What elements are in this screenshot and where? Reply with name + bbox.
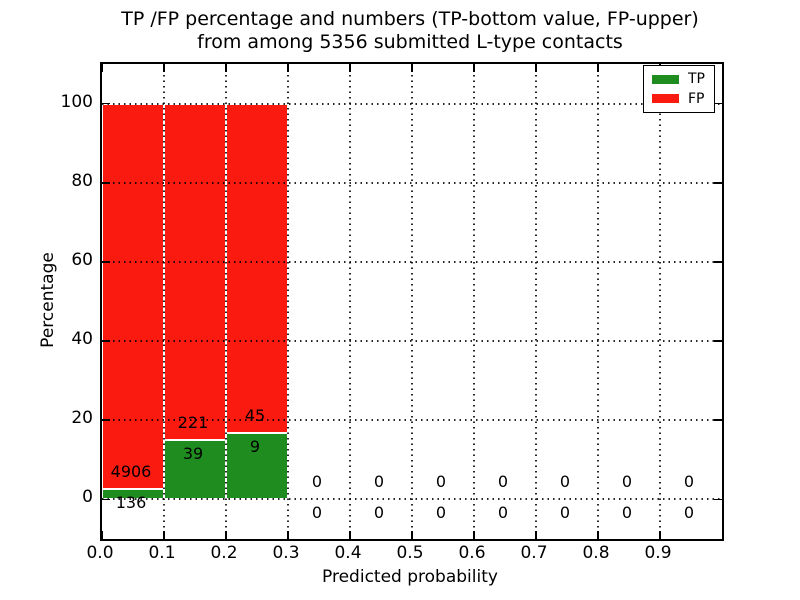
legend-label-tp: TP: [688, 71, 705, 88]
y-tick-mark: [102, 340, 110, 342]
fp-color-swatch: [652, 94, 679, 104]
x-tick-mark: [287, 531, 289, 539]
x-tick-mark: [349, 531, 351, 539]
y-tick-mark: [102, 102, 110, 105]
tp-color-swatch: [652, 74, 679, 84]
x-tick-mark-top: [101, 64, 103, 72]
x-tick-mark: [597, 531, 599, 539]
tp-count-label: 0: [311, 503, 323, 523]
y-tick-label: 80: [71, 170, 93, 191]
legend-item-fp: FP: [652, 91, 708, 107]
v-gridline: [287, 64, 289, 539]
y-tick-mark-right: [714, 419, 722, 422]
chart-title-line2: from among 5356 submitted L-type contact…: [197, 31, 623, 53]
x-tick-label: 0.5: [396, 543, 424, 563]
y-tick-mark: [102, 498, 110, 501]
x-tick-label: 0.0: [86, 543, 114, 563]
x-tick-mark-top: [163, 64, 165, 72]
x-tick-label: 0.2: [210, 543, 238, 563]
fp-count-label: 0: [373, 472, 385, 492]
fp-count-label: 0: [621, 472, 633, 492]
x-tick-mark-top: [535, 64, 537, 72]
tp-count-label: 0: [559, 503, 571, 523]
fp-count-label: 0: [435, 472, 447, 492]
x-tick-label: 0.3: [272, 543, 300, 563]
fp-count-label: 221: [177, 413, 209, 433]
fp-count-label: 4906: [110, 461, 152, 481]
fp-count-label: 0: [559, 472, 571, 492]
y-tick-label: 60: [71, 249, 93, 270]
fp-bar-segment: [102, 103, 164, 489]
y-tick-mark: [102, 181, 110, 184]
x-tick-label: 0.1: [148, 543, 176, 563]
x-tick-mark-top: [473, 64, 475, 72]
chart-title-line1: TP /FP percentage and numbers (TP-bottom…: [121, 8, 699, 30]
y-tick-mark-right: [714, 181, 722, 184]
y-tick-mark: [102, 261, 110, 263]
v-gridline: [163, 64, 165, 539]
v-gridline: [535, 64, 537, 539]
x-tick-mark-top: [287, 64, 289, 72]
y-tick-mark-right: [714, 261, 722, 263]
v-gridline: [597, 64, 599, 539]
v-gridline: [411, 64, 413, 539]
x-tick-mark: [473, 531, 475, 539]
x-tick-mark: [411, 531, 413, 539]
x-tick-label: 0.6: [458, 543, 486, 563]
tp-count-label: 0: [683, 503, 695, 523]
v-gridline: [349, 64, 351, 539]
x-tick-mark: [163, 531, 165, 539]
v-gridline: [659, 64, 661, 539]
fp-bar-segment: [226, 103, 288, 434]
tp-count-label: 9: [249, 437, 261, 457]
fp-count-label: 45: [244, 406, 266, 426]
y-tick-label: 20: [71, 408, 93, 429]
chart-title: TP /FP percentage and numbers (TP-bottom…: [100, 8, 720, 54]
x-tick-label: 0.8: [582, 543, 610, 563]
legend-item-tp: TP: [652, 71, 708, 87]
tp-count-label: 39: [182, 444, 204, 464]
tp-count-label: 0: [373, 503, 385, 523]
fp-count-label: 0: [311, 472, 323, 492]
y-tick-mark: [102, 419, 110, 422]
y-tick-mark-right: [714, 498, 722, 501]
plot-area: [100, 62, 724, 541]
fp-count-label: 0: [683, 472, 695, 492]
x-tick-label: 0.9: [644, 543, 672, 563]
x-tick-label: 0.4: [334, 543, 362, 563]
x-tick-mark-top: [597, 64, 599, 72]
v-gridline: [225, 64, 227, 539]
x-tick-mark: [535, 531, 537, 539]
tp-count-label: 0: [497, 503, 509, 523]
y-tick-label: 100: [60, 91, 93, 112]
fp-bar-segment: [164, 103, 226, 441]
y-tick-label: 0: [82, 487, 93, 508]
y-tick-label: 40: [71, 329, 93, 350]
tp-count-label: 0: [435, 503, 447, 523]
x-tick-mark: [225, 531, 227, 539]
legend-label-fp: FP: [688, 90, 705, 107]
x-tick-mark-top: [411, 64, 413, 72]
v-gridline: [473, 64, 475, 539]
tp-count-label: 0: [621, 503, 633, 523]
y-tick-mark-right: [714, 340, 722, 342]
y-tick-mark-right: [714, 102, 722, 105]
x-axis-label: Predicted probability: [322, 567, 498, 587]
x-tick-mark-top: [349, 64, 351, 72]
x-tick-mark: [659, 531, 661, 539]
x-tick-mark: [101, 531, 103, 539]
fp-count-label: 0: [497, 472, 509, 492]
x-tick-label: 0.7: [520, 543, 548, 563]
tp-count-label: 136: [115, 492, 147, 512]
legend: TP FP: [643, 65, 715, 113]
x-tick-mark-top: [225, 64, 227, 72]
